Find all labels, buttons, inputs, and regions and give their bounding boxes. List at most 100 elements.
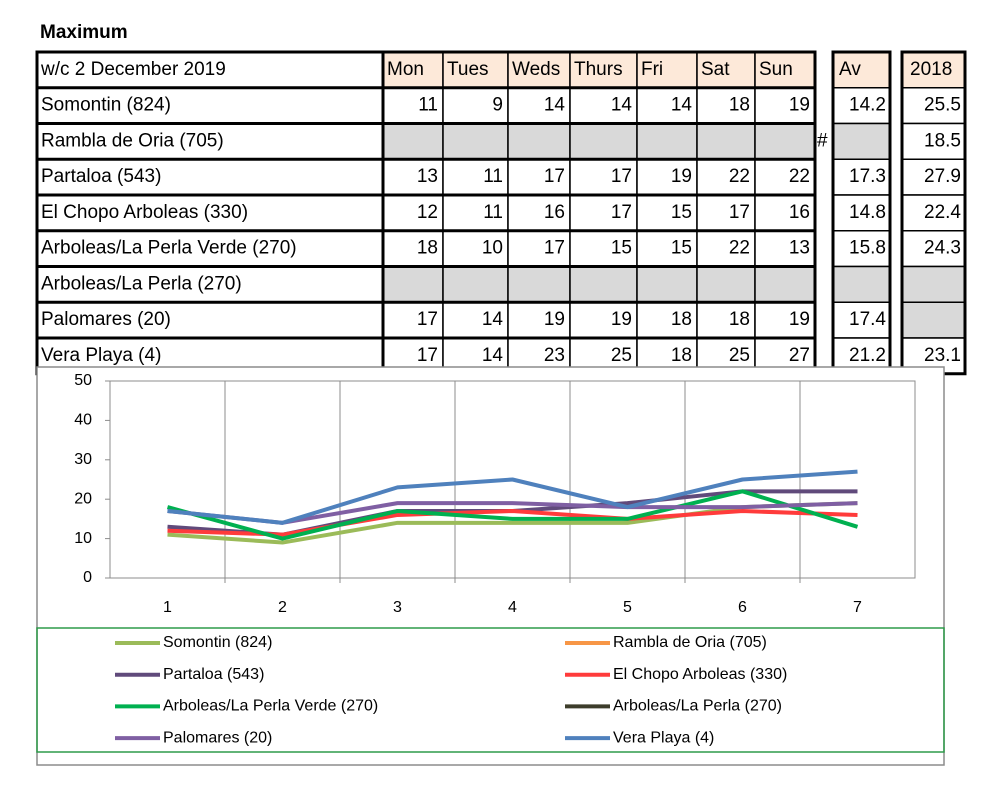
cell-value: 17	[611, 202, 632, 223]
cell-value: 22	[789, 166, 810, 187]
average-value: 14.2	[849, 95, 886, 116]
x-tick-label: 5	[623, 599, 632, 616]
cell-value: 15	[671, 238, 692, 259]
cell-value: 14	[482, 345, 504, 366]
previous-value: 23.1	[924, 345, 961, 366]
x-tick-label: 6	[738, 599, 747, 616]
cell-value: 19	[671, 166, 692, 187]
column-header: Mon	[387, 59, 424, 80]
table-cell	[382, 265, 444, 303]
cell-value: 17	[544, 166, 565, 187]
table-cell	[636, 230, 698, 268]
table-cell	[901, 265, 966, 303]
table-cell	[636, 265, 698, 303]
table-cell	[636, 87, 698, 125]
cell-value: 14	[544, 95, 566, 116]
y-tick-label: 10	[74, 530, 92, 547]
cell-value: 25	[611, 345, 632, 366]
note-marker: #	[817, 130, 828, 151]
cell-value: 14	[611, 95, 633, 116]
table-cell	[696, 158, 756, 196]
y-tick-label: 50	[74, 372, 92, 389]
previous-value: 22.4	[924, 202, 961, 223]
cell-value: 11	[418, 95, 438, 116]
table-cell	[754, 122, 816, 160]
cell-value: 11	[483, 166, 503, 187]
legend-label: Palomares (20)	[163, 729, 272, 746]
table-cell	[36, 122, 384, 160]
cell-value: 18	[729, 309, 750, 330]
column-header: Sat	[701, 59, 730, 80]
previous-value: 18.5	[924, 130, 961, 151]
series-line	[167, 509, 858, 537]
column-header: 2018	[910, 59, 952, 80]
legend-label: Arboleas/La Perla Verde (270)	[163, 698, 378, 715]
previous-value: 24.3	[924, 238, 961, 259]
cell-value: 18	[671, 309, 692, 330]
cell-value: 12	[417, 202, 438, 223]
table-cell	[36, 301, 384, 339]
cell-value: 13	[789, 238, 810, 259]
legend-label: Partaloa (543)	[163, 666, 264, 683]
average-value: 21.2	[849, 345, 886, 366]
cell-value: 11	[483, 202, 503, 223]
table-cell	[832, 230, 891, 268]
cell-value: 17	[544, 238, 565, 259]
cell-value: 18	[417, 238, 438, 259]
table-cell	[901, 301, 966, 339]
cell-value: 9	[492, 95, 503, 116]
y-tick-label: 40	[74, 412, 92, 429]
column-header: Weds	[512, 59, 560, 80]
table-cell	[696, 265, 756, 303]
cell-value: 19	[789, 95, 810, 116]
table-cell	[832, 122, 891, 160]
previous-value: 25.5	[924, 95, 961, 116]
table-cell	[696, 122, 756, 160]
average-value: 17.3	[849, 166, 886, 187]
row-name: Partaloa (543)	[41, 166, 161, 187]
column-header: Thurs	[574, 59, 623, 80]
series-line	[166, 489, 859, 541]
table-cell	[754, 265, 816, 303]
cell-value: 19	[611, 309, 632, 330]
column-header: Av	[839, 59, 861, 80]
cell-value: 18	[729, 95, 750, 116]
cell-value: 23	[544, 345, 565, 366]
table-cell	[569, 158, 638, 196]
table-cell	[696, 230, 756, 268]
table-cell	[442, 230, 509, 268]
cell-value: 14	[671, 95, 693, 116]
chart-frame	[36, 366, 945, 766]
row-name: Rambla de Oria (705)	[41, 130, 224, 151]
table-cell	[382, 122, 444, 160]
cell-value: 25	[729, 345, 750, 366]
cell-value: 13	[417, 166, 438, 187]
legend-box	[36, 627, 945, 753]
column-header: Sun	[759, 59, 793, 80]
column-header: Tues	[447, 59, 489, 80]
legend-label: Rambla de Oria (705)	[613, 634, 767, 651]
legend-label: Somontin (824)	[163, 634, 272, 651]
x-tick-label: 1	[163, 599, 172, 616]
cell-value: 27	[789, 345, 810, 366]
row-name: El Chopo Arboleas (330)	[41, 202, 248, 223]
row-name: Arboleas/La Perla Verde (270)	[41, 238, 297, 259]
previous-value: 27.9	[924, 166, 961, 187]
table-cell	[832, 158, 891, 196]
cell-value: 17	[729, 202, 750, 223]
table-cell	[901, 87, 966, 125]
table-cell	[569, 122, 638, 160]
table-cell	[696, 87, 756, 125]
column-header: w/c 2 December 2019	[40, 59, 226, 80]
y-tick-label: 30	[74, 451, 92, 468]
table-cell	[36, 158, 384, 196]
row-name: Palomares (20)	[41, 309, 171, 330]
cell-value: 15	[671, 202, 692, 223]
y-tick-label: 20	[74, 490, 92, 507]
table-cell	[569, 265, 638, 303]
average-value: 15.8	[849, 238, 886, 259]
table-cell	[901, 194, 966, 232]
table-cell	[901, 122, 966, 160]
row-name: Vera Playa (4)	[41, 345, 161, 366]
